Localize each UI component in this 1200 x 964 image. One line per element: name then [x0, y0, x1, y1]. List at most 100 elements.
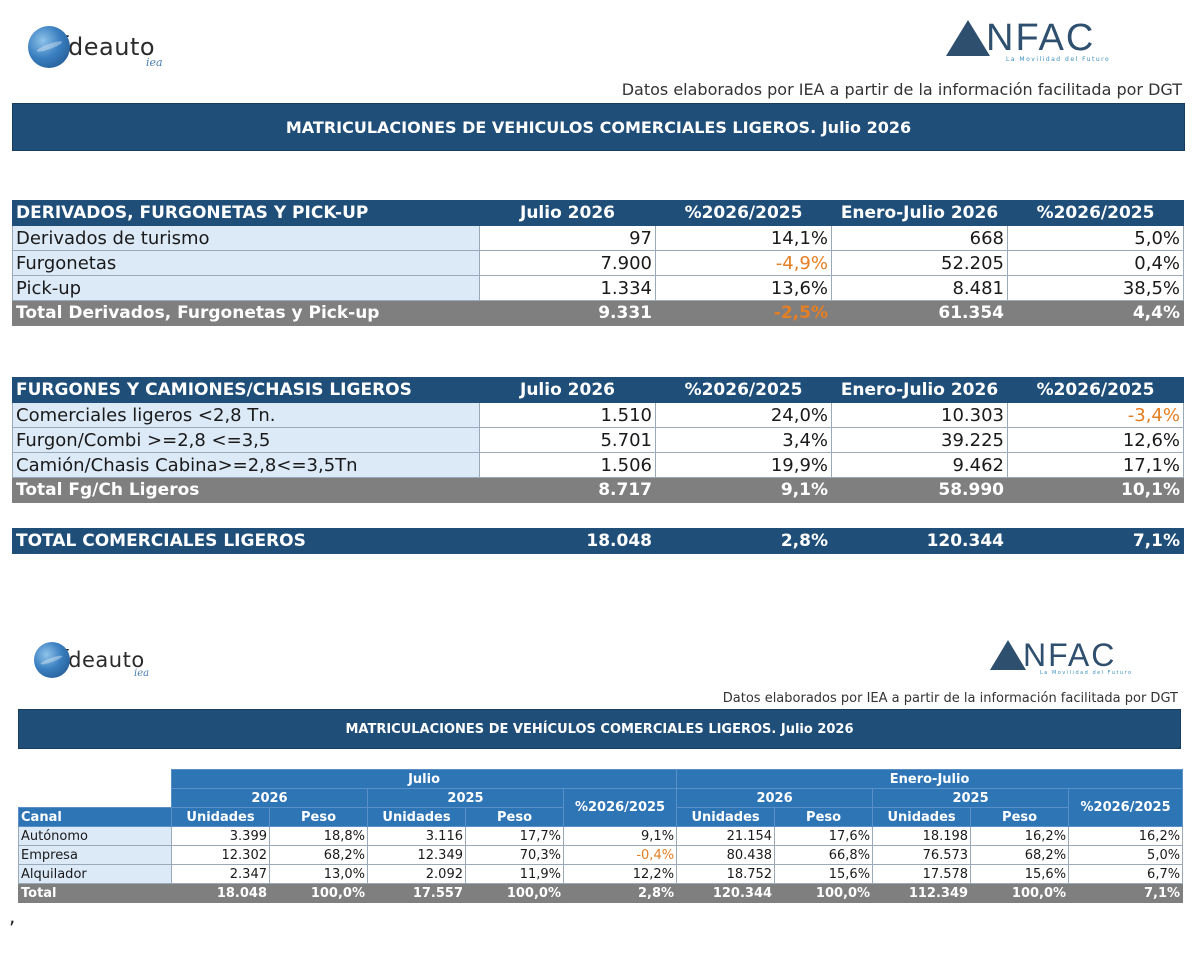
column-header: FURGONES Y CAMIONES/CHASIS LIGEROS: [12, 377, 480, 403]
cell-value: 76.573: [872, 845, 972, 865]
cell-value: 58.990: [831, 477, 1008, 503]
table-row: Comerciales ligeros <2,8 Tn. 1.510 24,0%…: [12, 402, 1184, 428]
source-note: Datos elaborados por IEA a partir de la …: [621, 80, 1182, 99]
cell-value: 9,1%: [562, 826, 678, 846]
row-label: Furgonetas: [12, 250, 480, 276]
globe-icon: [34, 642, 70, 678]
column-header: Unidades: [676, 807, 776, 827]
table-header-row: DERIVADOS, FURGONETAS Y PICK-UP Julio 20…: [12, 200, 1184, 226]
cell-value: 18,8%: [269, 826, 368, 846]
cell-value: 5,0%: [1068, 845, 1184, 865]
cell-value: 100,0%: [269, 883, 368, 903]
total-row: Total Derivados, Furgonetas y Pick-up 9.…: [12, 300, 1184, 326]
row-label: Total Fg/Ch Ligeros: [12, 477, 480, 503]
cell-value: 668: [831, 225, 1008, 251]
table-row: Pick-up 1.334 13,6% 8.481 38,5%: [12, 275, 1184, 301]
column-header: Unidades: [171, 807, 270, 827]
row-label: TOTAL COMERCIALES LIGEROS: [12, 528, 480, 554]
cell-value: 38,5%: [1007, 275, 1184, 301]
canal-header: Canal: [18, 807, 172, 827]
page-title: MATRICULACIONES DE VEHÍCULOS COMERCIALES…: [18, 709, 1181, 749]
cell-value: -0,4%: [562, 845, 678, 865]
cell-value: 1.510: [479, 402, 656, 428]
column-header: %2026/2025: [655, 200, 832, 226]
column-header: Unidades: [367, 807, 466, 827]
cell-value: 18.048: [171, 883, 270, 903]
row-label: Alquilador: [18, 864, 172, 884]
row-label: Comerciales ligeros <2,8 Tn.: [12, 402, 480, 428]
table-row: Furgon/Combi >=2,8 <=3,5 5.701 3,4% 39.2…: [12, 427, 1184, 453]
cell-value: 18.752: [676, 864, 776, 884]
cell-value: 12,6%: [1007, 427, 1184, 453]
year-header: 2026: [171, 788, 368, 808]
cell-value: 15,6%: [774, 864, 874, 884]
cell-value: 3.116: [367, 826, 466, 846]
table-furgones: FURGONES Y CAMIONES/CHASIS LIGEROS Julio…: [12, 377, 1184, 503]
cell-value: 10.303: [831, 402, 1008, 428]
column-header: Unidades: [872, 807, 972, 827]
ideauto-logo: I deauto iea: [34, 642, 149, 679]
table-derivados: DERIVADOS, FURGONETAS Y PICK-UP Julio 20…: [12, 200, 1184, 326]
column-header: %2026/2025: [1007, 377, 1184, 403]
cell-value: 39.225: [831, 427, 1008, 453]
cell-value: 68,2%: [970, 845, 1070, 865]
total-row: Total 18.048 100,0% 17.557 100,0% 2,8% 1…: [18, 883, 1184, 903]
cell-value: 18.198: [872, 826, 972, 846]
column-header: Julio 2026: [479, 200, 656, 226]
anfac-logo: NFAC La Movilidad del Futuro: [990, 637, 1133, 676]
anfac-logo-sub: La Movilidad del Futuro: [1040, 670, 1133, 676]
cell-value: 16,2%: [1068, 826, 1184, 846]
cell-value: 2.092: [367, 864, 466, 884]
year-header: 2026: [676, 788, 874, 808]
row-label: Derivados de turismo: [12, 225, 480, 251]
blank-cell: [18, 788, 172, 808]
cell-value: 2,8%: [562, 883, 678, 903]
cell-value: 7,1%: [1068, 883, 1184, 903]
grand-total-row: TOTAL COMERCIALES LIGEROS 18.048 2,8% 12…: [12, 528, 1184, 554]
row-label: Furgon/Combi >=2,8 <=3,5: [12, 427, 480, 453]
cell-value: 13,0%: [269, 864, 368, 884]
cell-value: 9.331: [479, 300, 656, 326]
cell-value: 5,0%: [1007, 225, 1184, 251]
cell-value: 8.481: [831, 275, 1008, 301]
cell-value: 52.205: [831, 250, 1008, 276]
source-note: Datos elaborados por IEA a partir de la …: [722, 691, 1178, 706]
table-row: Furgonetas 7.900 -4,9% 52.205 0,4%: [12, 250, 1184, 276]
cell-value: 68,2%: [269, 845, 368, 865]
stray-comma: ,: [9, 904, 16, 928]
cell-value: 13,6%: [655, 275, 832, 301]
cell-value: 100,0%: [465, 883, 564, 903]
cell-value: 17.578: [872, 864, 972, 884]
year-header: 2025: [872, 788, 1070, 808]
anfac-logo-text: NFAC: [1023, 637, 1117, 673]
ideauto-logo: I deauto iea: [28, 26, 163, 69]
anfac-logo: NFAC La Movilidad del Futuro: [946, 19, 1110, 63]
page-title: MATRICULACIONES DE VEHICULOS COMERCIALES…: [12, 103, 1185, 151]
cell-value: 17,1%: [1007, 452, 1184, 478]
cell-value: 21.154: [676, 826, 776, 846]
row-label: Camión/Chasis Cabina>=2,8<=3,5Tn: [12, 452, 480, 478]
column-header: Peso: [970, 807, 1070, 827]
column-header: Enero-Julio 2026: [831, 377, 1008, 403]
cell-value: 6,7%: [1068, 864, 1184, 884]
cell-value: 12,2%: [562, 864, 678, 884]
table-header-row: Julio Enero-Julio: [18, 769, 1184, 789]
table-row: Derivados de turismo 97 14,1% 668 5,0%: [12, 225, 1184, 251]
cell-value: 17,6%: [774, 826, 874, 846]
cell-value: 10,1%: [1007, 477, 1184, 503]
cell-value: 1.334: [479, 275, 656, 301]
blank-cell: [18, 769, 172, 789]
cell-value: 3,4%: [655, 427, 832, 453]
cell-value: 97: [479, 225, 656, 251]
row-label: Total: [18, 883, 172, 903]
ideauto-logo-text: deauto: [68, 648, 145, 672]
cell-value: 7.900: [479, 250, 656, 276]
cell-value: 9,1%: [655, 477, 832, 503]
cell-value: 2,8%: [655, 528, 832, 554]
ideauto-logo-text: deauto: [68, 33, 156, 61]
cell-value: 15,6%: [970, 864, 1070, 884]
table-grand-total: TOTAL COMERCIALES LIGEROS 18.048 2,8% 12…: [12, 528, 1184, 554]
cell-value: 120.344: [676, 883, 776, 903]
cell-value: 18.048: [479, 528, 656, 554]
table-row: Camión/Chasis Cabina>=2,8<=3,5Tn 1.506 1…: [12, 452, 1184, 478]
